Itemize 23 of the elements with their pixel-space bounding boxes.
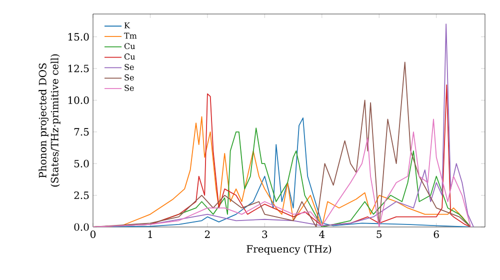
y-axis-title: Phonon projected DOS (States/THz·primitive cell): [38, 54, 60, 187]
y-tick-label: 0.0: [74, 223, 89, 231]
y-tick-label: 2.5: [74, 191, 89, 200]
legend-label: Cu: [124, 43, 135, 50]
y-tick-label: 10.0: [68, 96, 89, 104]
y-tick-label: 15.0: [68, 33, 89, 41]
x-tick-label: 4: [319, 230, 325, 238]
legend-label: Se: [124, 64, 134, 70]
x-tick-label: 6: [434, 230, 439, 238]
legend-label: Tm: [124, 32, 137, 39]
x-tick-label: 2: [204, 230, 210, 238]
legend-label: Cu: [124, 54, 135, 60]
y-tick-label: 7.5: [74, 128, 89, 136]
x-axis-title: Frequency (THz): [246, 244, 332, 255]
x-tick-label: 3: [262, 230, 268, 238]
y-tick-label: 12.5: [68, 64, 89, 72]
legend-label: K: [124, 22, 130, 28]
x-tick-label: 0: [90, 230, 96, 238]
x-tick-label: 5: [376, 230, 382, 238]
x-tick-label: 1: [148, 230, 152, 238]
legend-label: Se: [124, 74, 134, 80]
legend-label: Se: [124, 84, 134, 91]
y-tick-label: 5.0: [74, 160, 89, 168]
